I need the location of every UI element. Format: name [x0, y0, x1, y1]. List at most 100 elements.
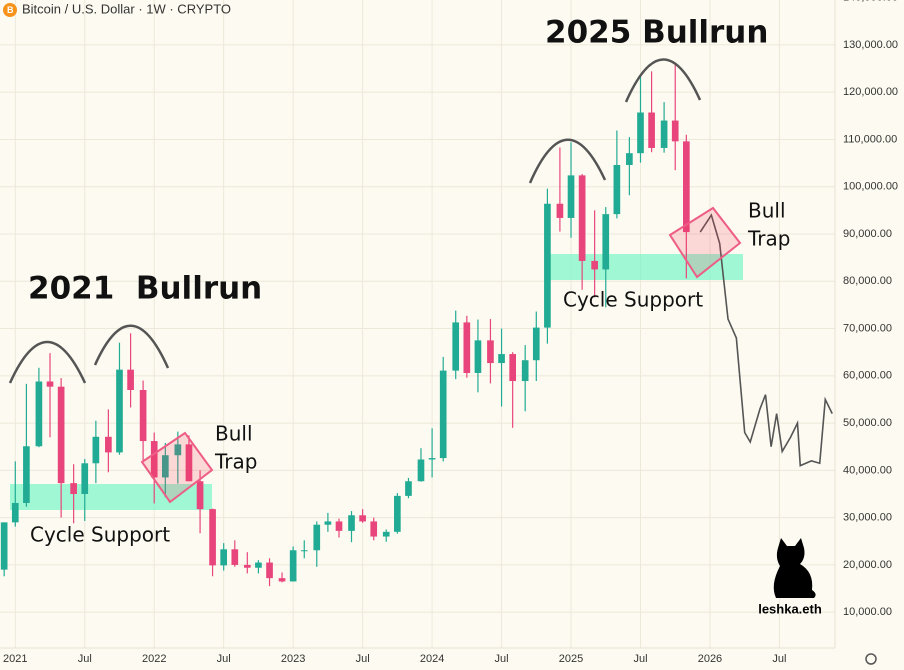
candle-body: [46, 381, 54, 387]
y-tick-label: 20,000.00: [843, 559, 892, 571]
x-tick-label: Jul: [495, 653, 509, 665]
arcs: [8, 58, 702, 384]
candle-body: [370, 521, 378, 537]
candle-body: [255, 562, 262, 568]
candle-body: [671, 120, 679, 142]
candle-body: [683, 141, 690, 233]
candle-body: [313, 524, 321, 551]
settings-icon[interactable]: [865, 653, 877, 665]
y-tick-label: 30,000.00: [843, 512, 892, 524]
candle-body: [324, 521, 332, 525]
arc: [93, 324, 170, 369]
candle-body: [23, 446, 30, 503]
projection-line: [699, 213, 833, 467]
y-tick-label: 50,000.00: [843, 417, 892, 429]
annotation: 2025 Bullrun: [545, 15, 768, 51]
annotation: Trap: [214, 450, 257, 474]
annotation: Cycle Support: [30, 523, 170, 547]
x-tick-label: 2026: [698, 653, 722, 665]
candle-body: [521, 360, 529, 382]
candle-body: [394, 495, 401, 532]
candle-body: [439, 370, 447, 459]
candle-body: [300, 550, 308, 552]
candle-body: [648, 112, 655, 148]
annotation: Cycle Support: [563, 288, 703, 312]
candle-body: [92, 436, 100, 464]
annotation: Bull: [215, 422, 253, 446]
candle-body: [613, 164, 621, 215]
bitcoin-icon-glyph: B: [7, 5, 14, 15]
candle-body: [359, 515, 366, 522]
annotation: 2021 Bullrun: [28, 271, 262, 307]
y-tick-label: 90,000.00: [843, 228, 892, 240]
candle-body: [289, 550, 297, 582]
x-tick-label: 2024: [420, 653, 444, 665]
trap-box: [140, 431, 214, 504]
annotation: Trap: [747, 227, 790, 251]
x-tick-label: Jul: [772, 653, 786, 665]
y-tick-label: 100,000.00: [843, 181, 898, 193]
candle-body: [602, 214, 610, 270]
x-tick-label: 2021: [3, 653, 27, 665]
y-tick-label: 130,000.00: [843, 39, 898, 51]
candle-body: [591, 260, 598, 270]
candle-body: [509, 354, 517, 382]
candle-body: [11, 502, 19, 523]
candle-body: [637, 112, 644, 154]
x-tick-label: Jul: [78, 653, 92, 665]
grid: [0, 0, 835, 648]
candle-body: [660, 120, 668, 148]
candle-body: [405, 481, 412, 496]
x-tick-label: Jul: [217, 653, 231, 665]
candle-body: [266, 562, 273, 579]
candle-body: [335, 521, 343, 531]
candle-body: [116, 369, 123, 453]
candle-body: [348, 515, 355, 531]
candle-body: [209, 509, 216, 566]
candle-body: [243, 564, 251, 568]
candle-body: [578, 175, 586, 261]
arc: [8, 340, 87, 384]
candle-body: [220, 549, 228, 566]
candle-body: [70, 483, 77, 494]
arc: [528, 138, 607, 184]
y-tick-label: 40,000.00: [843, 464, 892, 476]
y-tick-label: 70,000.00: [843, 322, 892, 334]
x-tick-label: 2023: [281, 653, 305, 665]
x-tick-label: Jul: [633, 653, 647, 665]
candle-body: [544, 203, 551, 328]
candle-body: [81, 463, 89, 494]
candle-body: [174, 444, 182, 456]
candle-body: [452, 322, 460, 371]
candle-body: [185, 444, 193, 482]
y-tick-label: 140,000.00: [843, 0, 898, 4]
trap-box: [668, 206, 742, 279]
y-tick-label: 120,000.00: [843, 86, 898, 98]
candle-body: [105, 436, 112, 453]
candle-body: [474, 340, 482, 373]
candle-body: [278, 578, 286, 582]
cat-icon: [773, 538, 816, 598]
x-tick-label: 2022: [142, 653, 166, 665]
candle-body: [382, 531, 390, 537]
y-tick-label: 60,000.00: [843, 370, 892, 382]
candle-body: [161, 455, 169, 478]
candle-body: [567, 175, 575, 218]
symbol-header: Bitcoin / U.S. Dollar · 1W · CRYPTO: [22, 1, 231, 16]
candle-body: [428, 458, 436, 460]
candle-body: [532, 327, 540, 361]
y-tick-label: 80,000.00: [843, 275, 892, 287]
candle-body: [196, 481, 204, 510]
candle-body: [417, 459, 425, 482]
y-tick-label: 10,000.00: [843, 606, 892, 618]
candle-body: [150, 441, 158, 478]
candle-body: [231, 549, 239, 565]
bitcoin-icon: [3, 3, 17, 17]
support-zone: [10, 484, 212, 510]
candle-body: [0, 522, 8, 570]
watermark: leshka.eth: [758, 601, 822, 616]
candles: [0, 62, 833, 587]
arc: [624, 58, 702, 103]
